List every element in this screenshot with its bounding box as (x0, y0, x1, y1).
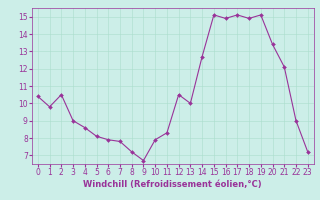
X-axis label: Windchill (Refroidissement éolien,°C): Windchill (Refroidissement éolien,°C) (84, 180, 262, 189)
